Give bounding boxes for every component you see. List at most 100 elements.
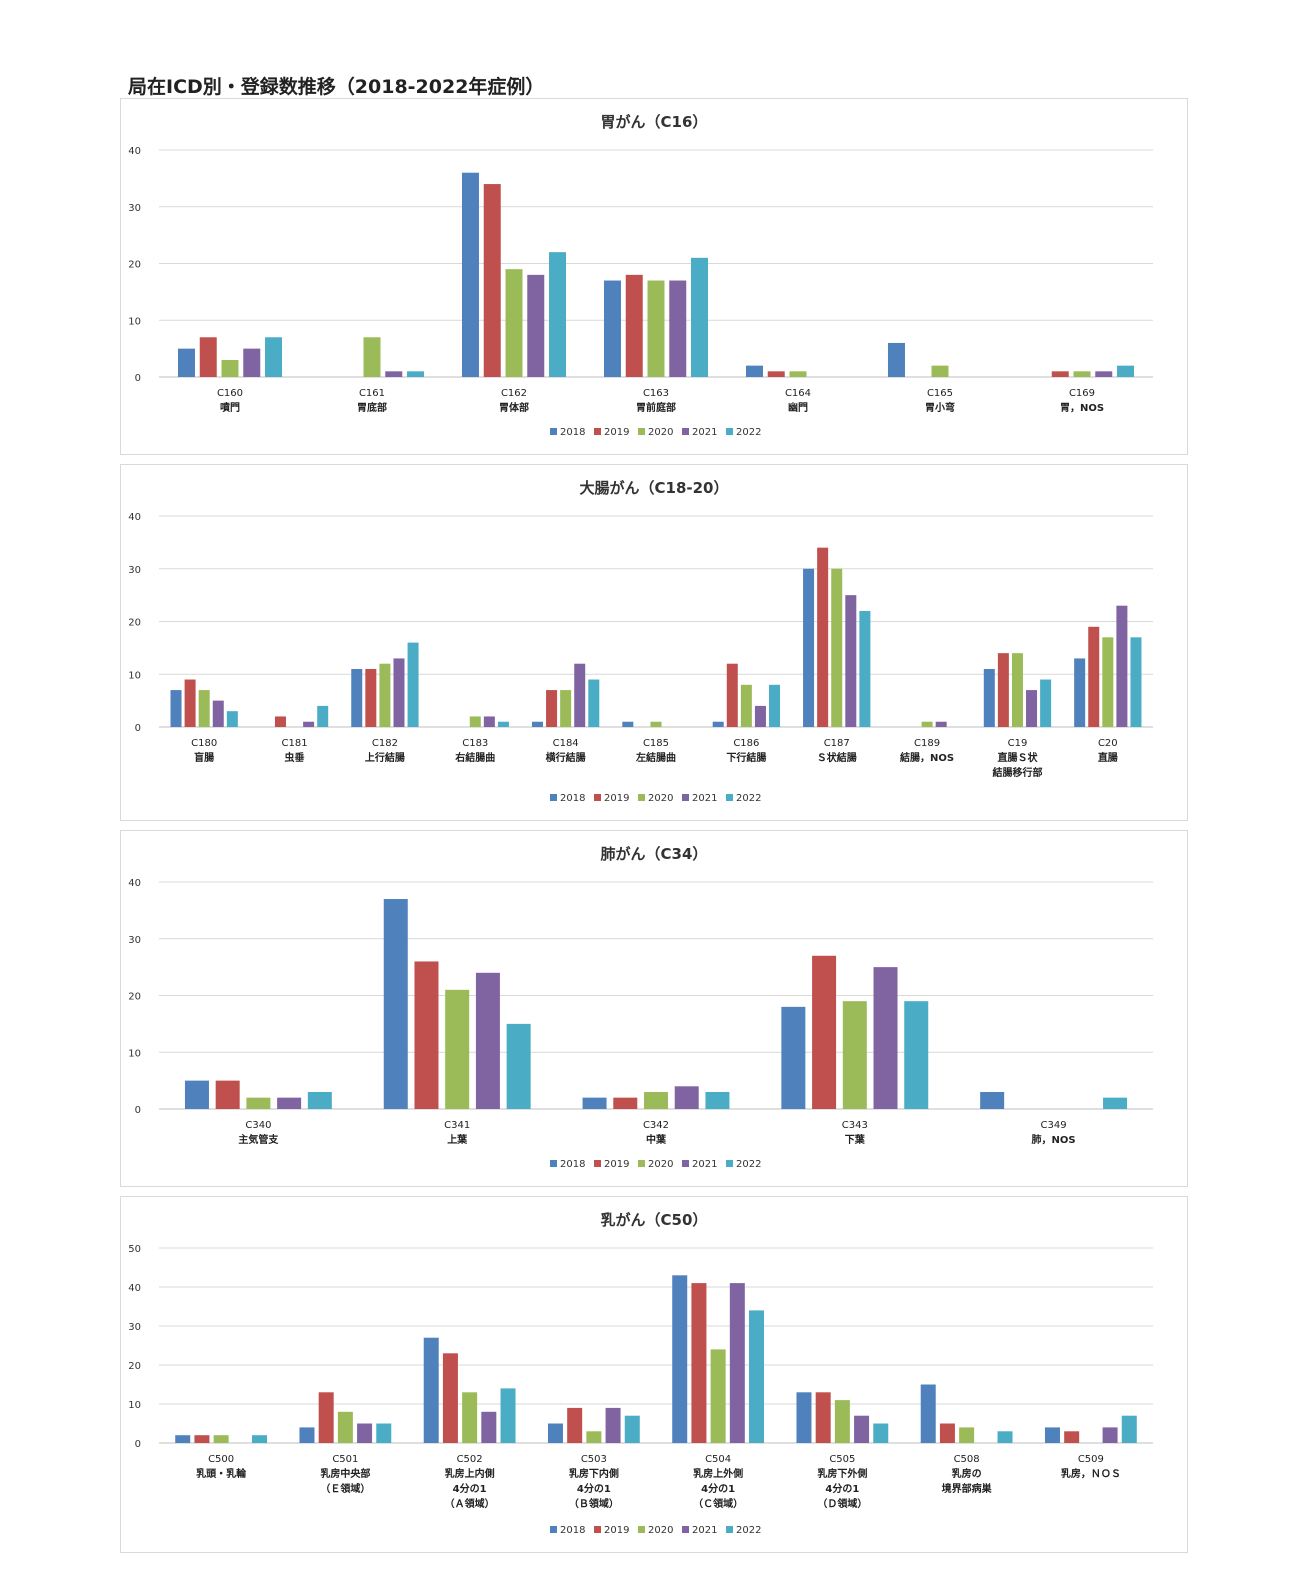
bar-colorectal-C20-2022 [1130, 637, 1142, 727]
bar-colorectal-C182-2018 [351, 668, 363, 727]
category-name-label: 乳頭・乳輪 [196, 1467, 247, 1480]
bar-breast-C502-2021 [481, 1411, 497, 1443]
bar-breast-C505-2021 [854, 1415, 870, 1443]
bar-stomach-C162-2022 [549, 252, 567, 377]
y-tick-label: 20 [128, 1361, 141, 1372]
bar-stomach-C162-2020 [505, 269, 523, 377]
legend-label-2021: 2021 [692, 793, 717, 804]
category-name-label: 上行結腸 [365, 751, 405, 764]
bar-stomach-C163-2021 [669, 280, 687, 377]
category-code-label: C503 [581, 1454, 607, 1465]
y-tick-label: 30 [128, 203, 141, 214]
bar-lung-C342-2022 [705, 1091, 730, 1109]
bar-breast-C503-2022 [624, 1415, 640, 1443]
category-name-label: 胃，NOS [1060, 402, 1104, 414]
bar-colorectal-C189-2020 [921, 721, 933, 727]
bar-colorectal-C185-2020 [650, 721, 662, 727]
bar-lung-C340-2020 [246, 1097, 271, 1109]
bar-colorectal-C180-2022 [226, 711, 238, 727]
legend-swatch-2018 [550, 794, 557, 801]
category-name-label: 4分の1 [825, 1482, 859, 1495]
category-name-label: 乳房の [952, 1467, 982, 1480]
bar-lung-C341-2021 [475, 972, 500, 1109]
y-tick-label: 40 [128, 146, 141, 157]
bar-colorectal-C19-2020 [1011, 653, 1023, 727]
category-code-label: C187 [824, 738, 850, 749]
chart-title: 大腸がん（C18-20） [580, 479, 729, 497]
chart-stomach: 胃がん（C16） 0 10 20 30 40 C160 噴門 C161 胃底部 C162 胃体部 C16… [128, 113, 1153, 438]
legend-label-2020: 2020 [648, 1525, 673, 1536]
category-code-label: C181 [282, 738, 308, 749]
legend-swatch-2020 [638, 428, 645, 435]
category-name-label: 肺，NOS [1032, 1133, 1076, 1146]
category-code-label: C509 [1078, 1454, 1104, 1465]
bar-breast-C502-2018 [423, 1337, 439, 1443]
legend-swatch-2022 [726, 794, 733, 801]
y-tick-label: 10 [128, 670, 141, 681]
bar-colorectal-C180-2021 [212, 700, 224, 727]
bar-lung-C342-2018 [582, 1097, 607, 1109]
bar-stomach-C160-2021 [243, 348, 261, 377]
chart-panel-breast: 乳がん（C50） 0 10 20 30 40 50 C500 乳頭・乳輪 C501 乳房中央部 （Ｅ領… [120, 1196, 1188, 1553]
category-name-label: （Ｅ領域） [320, 1482, 370, 1495]
bar-breast-C508-2022 [997, 1431, 1013, 1443]
y-tick-label: 10 [128, 1048, 141, 1059]
bar-colorectal-C183-2020 [469, 716, 481, 727]
category-name-label: 4分の1 [453, 1482, 487, 1495]
bar-colorectal-C182-2022 [407, 642, 419, 727]
category-name-label: Ｓ状結腸 [817, 751, 857, 764]
legend-swatch-2018 [550, 1160, 557, 1167]
chart-title: 胃がん（C16） [601, 113, 708, 131]
bar-breast-C503-2019 [567, 1407, 583, 1443]
category-name-label: 4分の1 [701, 1482, 735, 1495]
legend-swatch-2021 [682, 1160, 689, 1167]
bar-stomach-C162-2018 [461, 172, 479, 377]
category-code-label: C162 [501, 388, 527, 399]
y-tick-label: 20 [128, 260, 141, 271]
bar-stomach-C164-2018 [745, 365, 763, 377]
bar-breast-C504-2018 [672, 1275, 688, 1443]
category-name-label: 下葉 [845, 1133, 866, 1146]
category-name-label: 主気管支 [238, 1133, 279, 1146]
bar-stomach-C161-2022 [407, 371, 425, 377]
bar-breast-C500-2018 [175, 1435, 191, 1443]
bar-colorectal-C186-2021 [754, 705, 766, 727]
category-name-label: 乳房，ＮＯＳ [1061, 1467, 1121, 1480]
y-tick-label: 30 [128, 565, 141, 576]
bar-stomach-C163-2020 [647, 280, 665, 377]
category-code-label: C182 [372, 738, 398, 749]
category-name-label: 盲腸 [194, 751, 214, 764]
bar-breast-C504-2021 [729, 1283, 745, 1443]
bar-colorectal-C180-2019 [184, 679, 196, 727]
legend-swatch-2022 [726, 1526, 733, 1533]
legend-label-2022: 2022 [736, 427, 761, 438]
legend-label-2020: 2020 [648, 427, 673, 438]
bar-lung-C341-2020 [445, 989, 470, 1109]
category-name-label: 乳房下内側 [569, 1467, 619, 1480]
category-name-label: 幽門 [788, 401, 808, 414]
legend-swatch-2019 [594, 1526, 601, 1533]
category-code-label: C502 [457, 1454, 483, 1465]
bar-breast-C505-2019 [815, 1392, 831, 1443]
bar-colorectal-C187-2021 [845, 595, 857, 727]
bar-colorectal-C180-2020 [198, 690, 210, 727]
bar-breast-C500-2020 [213, 1435, 229, 1443]
bar-stomach-C163-2022 [691, 257, 709, 377]
category-name-label: （Ｃ領域） [693, 1497, 743, 1510]
category-code-label: C165 [927, 388, 953, 399]
bar-colorectal-C187-2018 [803, 568, 815, 727]
y-tick-label: 0 [135, 1105, 141, 1116]
bar-colorectal-C186-2022 [769, 684, 781, 727]
bar-colorectal-C186-2019 [726, 663, 738, 727]
category-name-label: 噴門 [220, 401, 240, 414]
bar-colorectal-C187-2022 [859, 610, 871, 727]
bar-colorectal-C19-2019 [997, 653, 1009, 727]
bar-colorectal-C20-2020 [1102, 637, 1114, 727]
category-name-label: 乳房上内側 [445, 1467, 495, 1480]
bar-breast-C508-2019 [939, 1423, 955, 1443]
y-tick-label: 20 [128, 992, 141, 1003]
y-tick-label: 10 [128, 1400, 141, 1411]
category-code-label: C185 [643, 738, 669, 749]
bar-colorectal-C185-2018 [622, 721, 634, 727]
bar-colorectal-C187-2020 [831, 568, 843, 727]
